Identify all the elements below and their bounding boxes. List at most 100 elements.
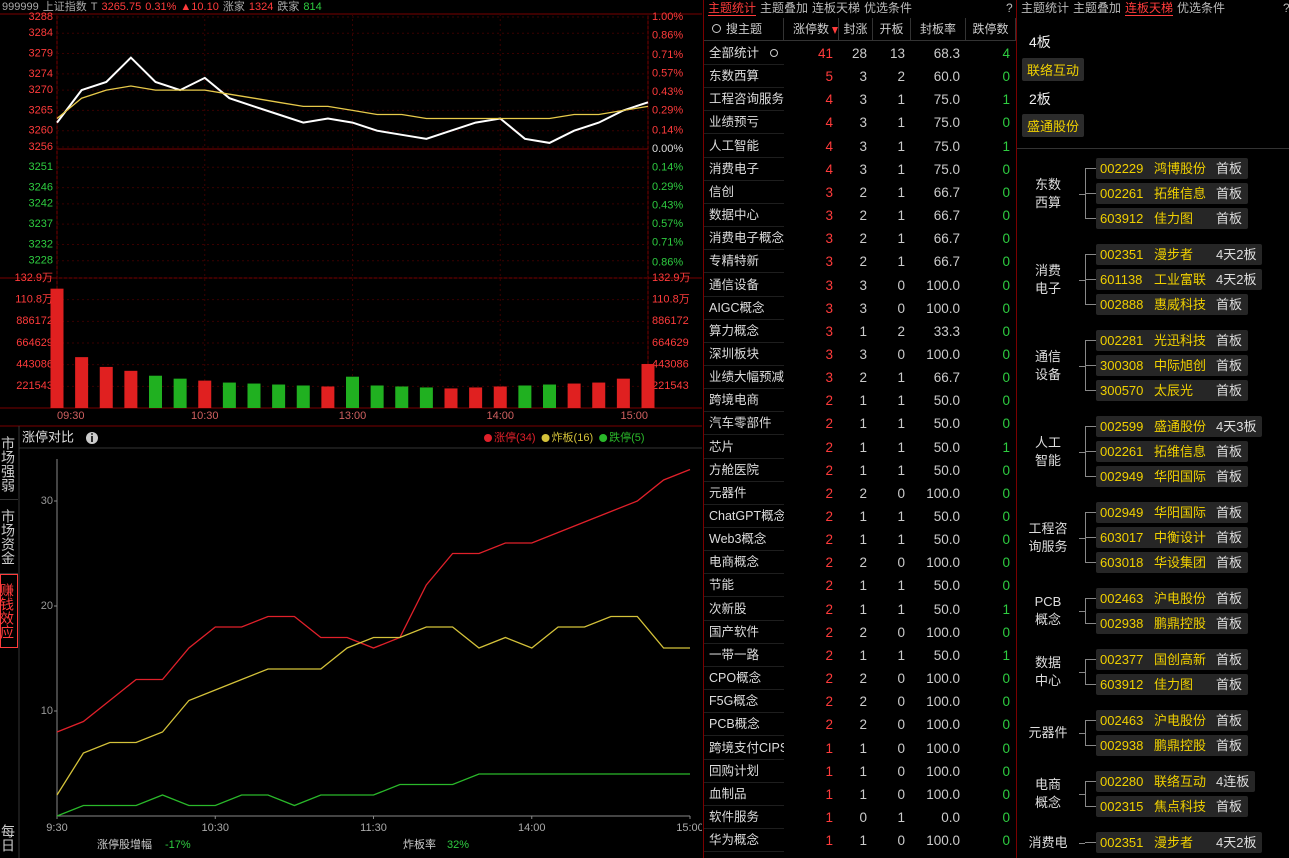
side-tab[interactable]: 赚钱效应 xyxy=(0,574,18,648)
level-stock[interactable]: 联络互动 xyxy=(1022,58,1085,81)
theme-name[interactable]: 东数西算 xyxy=(709,69,760,84)
theme-name[interactable]: 跨境电商 xyxy=(709,393,760,408)
tab[interactable]: 主题统计 xyxy=(1021,1,1070,15)
column-header[interactable]: 搜主题 xyxy=(704,18,784,41)
theme-stat: 0 xyxy=(897,300,905,316)
theme-name[interactable]: 消费电子 xyxy=(709,161,760,176)
theme-name[interactable]: 业绩预亏 xyxy=(709,115,760,130)
theme-name[interactable]: 工程咨询服务 xyxy=(709,92,784,107)
side-tab[interactable]: 每日 xyxy=(0,824,16,852)
stock-item[interactable]: 002261 拓维信息 首板 xyxy=(1096,183,1249,204)
theme-name[interactable]: 次新股 xyxy=(709,601,747,616)
stock-item[interactable]: 002315 焦点科技 首板 xyxy=(1096,796,1249,817)
tab[interactable]: 连板天梯 xyxy=(812,1,861,15)
theme-name[interactable]: 方舱医院 xyxy=(709,462,760,477)
stock-item[interactable]: 002351 漫步者 4天2板 xyxy=(1096,244,1263,265)
theme-name[interactable]: 专精特新 xyxy=(709,254,760,269)
theme-name[interactable]: PCB概念 xyxy=(709,717,760,732)
theme-name[interactable]: 回购计划 xyxy=(709,763,760,778)
side-tab[interactable]: 市场资金 xyxy=(0,500,18,574)
help[interactable]: ? xyxy=(1283,0,1289,16)
volume-bar xyxy=(518,385,532,408)
stock-item[interactable]: 002599 盛通股份 4天3板 xyxy=(1096,416,1263,437)
stock-item[interactable]: 002280 联络互动 4连板 xyxy=(1096,771,1256,792)
theme-name[interactable]: 深圳板块 xyxy=(709,346,760,361)
tab[interactable]: 优选条件 xyxy=(1177,1,1226,15)
theme-stat: 0 xyxy=(1002,694,1010,710)
side-tab[interactable]: 市场强弱 xyxy=(0,428,18,500)
down-count: 814 xyxy=(303,1,322,13)
stock-item[interactable]: 300570 太辰光 首板 xyxy=(1096,380,1249,401)
stock-item[interactable]: 601138 工业富联 4天2板 xyxy=(1096,269,1263,290)
theme-name[interactable]: 芯片 xyxy=(709,439,735,454)
theme-stat: 0 xyxy=(1002,231,1010,247)
stock-item[interactable]: 002261 拓维信息 首板 xyxy=(1096,441,1249,462)
theme-stat: 0 xyxy=(897,346,905,362)
theme-name[interactable]: 信创 xyxy=(709,184,735,199)
theme-name[interactable]: 全部统计 xyxy=(709,46,760,60)
row-divider xyxy=(704,226,784,228)
tab[interactable]: 主题叠加 xyxy=(760,1,809,15)
theme-name[interactable]: 一带一路 xyxy=(709,647,760,662)
theme-name[interactable]: F5G概念 xyxy=(709,694,759,709)
help[interactable]: ? xyxy=(1006,1,1013,15)
tab[interactable]: 主题叠加 xyxy=(1073,1,1122,15)
volume-bar xyxy=(419,387,433,408)
theme-name[interactable]: 节能 xyxy=(709,578,735,593)
row-divider xyxy=(704,735,784,737)
theme-name[interactable]: 汽车零部件 xyxy=(709,416,772,431)
column-header[interactable]: 涨停数 xyxy=(784,18,839,41)
stock-item[interactable]: 002938 鹏鼎控股 首板 xyxy=(1096,735,1249,756)
stock-item[interactable]: 002229 鸿博股份 首板 xyxy=(1096,158,1249,179)
theme-name[interactable]: 消费电子概念 xyxy=(709,231,784,246)
column-header[interactable]: 开板 xyxy=(873,18,911,41)
stock-item[interactable]: 002463 沪电股份 首板 xyxy=(1096,710,1249,731)
stock-item[interactable]: 002377 国创高新 首板 xyxy=(1096,649,1249,670)
theme-name[interactable]: 软件服务 xyxy=(709,809,760,824)
y-tick-label: 221543 xyxy=(652,380,689,392)
stock-item[interactable]: 002938 鹏鼎控股 首板 xyxy=(1096,613,1249,634)
theme-name[interactable]: 国产软件 xyxy=(709,624,760,639)
tab[interactable]: 主题统计 xyxy=(708,1,757,16)
stock-item[interactable]: 002351 漫步者 4天2板 xyxy=(1096,832,1263,853)
column-header[interactable]: 封涨 xyxy=(839,18,873,41)
theme-name[interactable]: 华为概念 xyxy=(709,833,760,848)
y-tick-label: 221543 xyxy=(16,380,53,392)
theme-name[interactable]: 电商概念 xyxy=(709,555,760,570)
stock-item[interactable]: 603018 华设集团 首板 xyxy=(1096,552,1249,573)
volume-bar xyxy=(173,378,187,408)
stock-item[interactable]: 603912 佳力图 首板 xyxy=(1096,208,1249,229)
theme-stat: 50.0 xyxy=(933,601,960,617)
theme-stat: 66.7 xyxy=(933,184,960,200)
stock-item[interactable]: 603912 佳力图 首板 xyxy=(1096,674,1249,695)
x-tick-label: 14:00 xyxy=(486,410,514,422)
stock-item[interactable]: 002281 光迅科技 首板 xyxy=(1096,330,1249,351)
stock-item[interactable]: 002888 惠威科技 首板 xyxy=(1096,294,1249,315)
theme-name[interactable]: 血制品 xyxy=(709,786,747,801)
row-divider xyxy=(704,642,784,644)
tab[interactable]: 优选条件 xyxy=(864,1,913,15)
theme-name[interactable]: 元器件 xyxy=(709,485,747,500)
volume-bar xyxy=(75,357,89,408)
tab[interactable]: 连板天梯 xyxy=(1125,1,1174,16)
theme-name[interactable]: 算力概念 xyxy=(709,323,760,338)
stock-item[interactable]: 300308 中际旭创 首板 xyxy=(1096,355,1249,376)
row-divider xyxy=(704,758,784,760)
theme-name[interactable]: 通信设备 xyxy=(709,277,760,292)
stock-item[interactable]: 603017 中衡设计 首板 xyxy=(1096,527,1249,548)
stock-name: 华设集团 xyxy=(1154,555,1207,570)
stock-item[interactable]: 002949 华阳国际 首板 xyxy=(1096,502,1249,523)
theme-name[interactable]: CPO概念 xyxy=(709,671,762,686)
theme-name[interactable]: ChatGPT概念 xyxy=(709,509,784,523)
stock-item[interactable]: 002949 华阳国际 首板 xyxy=(1096,466,1249,487)
stock-item[interactable]: 002463 沪电股份 首板 xyxy=(1096,588,1249,609)
column-header[interactable]: 跌停数 xyxy=(966,18,1016,41)
level-stock[interactable]: 盛通股份 xyxy=(1022,114,1085,137)
column-header[interactable]: 封板率 xyxy=(911,18,966,41)
theme-name[interactable]: AIGC概念 xyxy=(709,300,765,315)
theme-name[interactable]: Web3概念 xyxy=(709,532,767,547)
theme-name[interactable]: 跨境支付CIPS xyxy=(709,740,784,755)
theme-name[interactable]: 数据中心 xyxy=(709,208,760,223)
theme-name[interactable]: 业绩大幅预减 xyxy=(709,370,784,385)
theme-name[interactable]: 人工智能 xyxy=(709,138,760,153)
